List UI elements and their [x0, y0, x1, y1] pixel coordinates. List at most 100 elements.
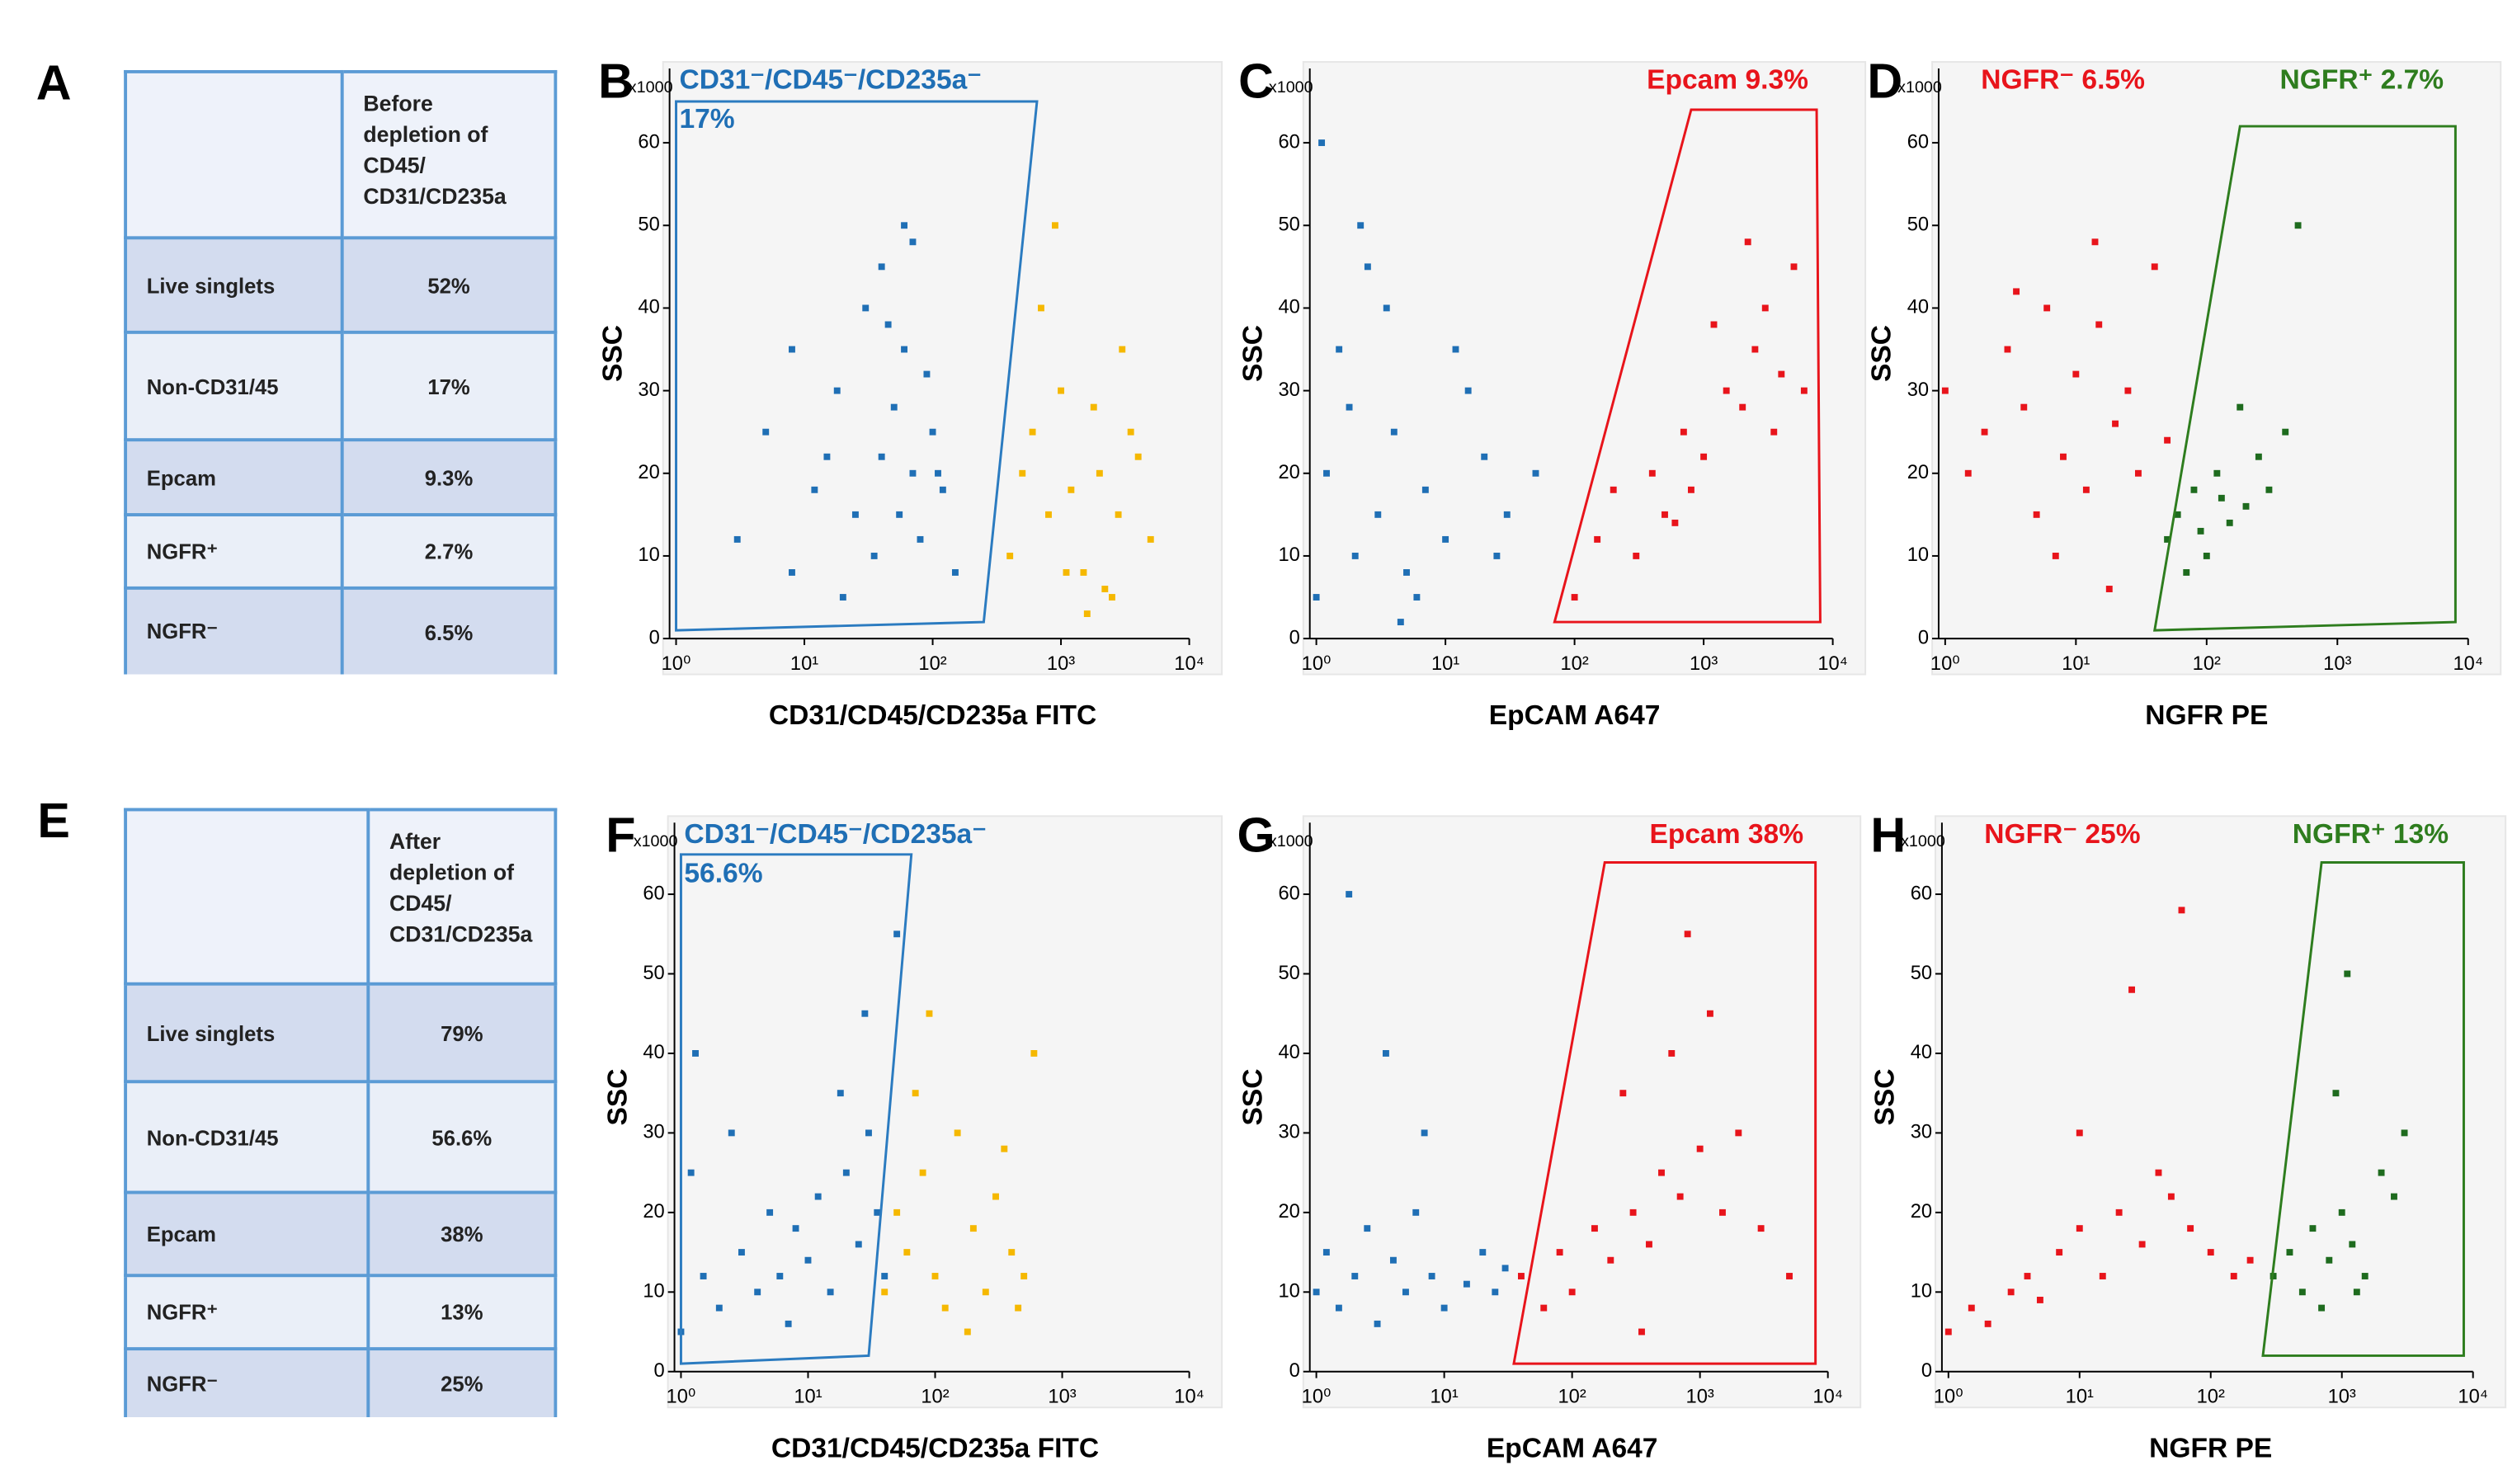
data-point	[1481, 453, 1488, 460]
y-tick-label: 30	[643, 1122, 664, 1143]
x-tick-label: 10³	[1686, 1387, 1714, 1408]
data-point	[1318, 139, 1326, 147]
y-tick-label: 50	[1278, 963, 1299, 984]
data-point	[839, 594, 846, 601]
data-point	[1323, 469, 1330, 477]
row-value: 38%	[366, 1190, 558, 1278]
data-point	[1346, 403, 1353, 411]
data-point	[893, 930, 901, 938]
data-point	[917, 535, 924, 543]
data-point	[1591, 1225, 1598, 1232]
data-point	[2151, 263, 2158, 271]
data-point	[1357, 222, 1365, 229]
data-point	[2128, 986, 2135, 993]
data-point	[2242, 502, 2250, 510]
y-tick-label: 30	[1911, 1122, 1932, 1143]
data-point	[1090, 403, 1097, 411]
data-point	[792, 1225, 799, 1232]
data-point	[789, 346, 795, 353]
data-point	[874, 1208, 881, 1216]
annotation: NGFR⁺ 2.7%	[2280, 65, 2444, 96]
data-point	[1944, 1328, 1952, 1336]
data-point	[827, 1288, 834, 1296]
data-point	[2167, 1193, 2175, 1200]
data-point	[1006, 552, 1014, 559]
panel-letter: G	[1237, 808, 1275, 863]
data-point	[1108, 594, 1115, 601]
data-point	[1646, 1241, 1652, 1248]
data-point	[2203, 552, 2210, 559]
data-point	[2036, 1296, 2043, 1303]
data-point	[1147, 535, 1154, 543]
data-point	[1761, 304, 1769, 312]
row-label: Non-CD31/45	[124, 330, 344, 442]
data-point	[728, 1129, 735, 1137]
data-point	[1351, 1273, 1359, 1279]
data-point	[715, 1304, 723, 1312]
table-row: NGFR⁺ 2.7%	[124, 513, 558, 590]
data-point	[2332, 1090, 2340, 1097]
data-point	[1421, 1129, 1428, 1137]
data-point	[1479, 1249, 1487, 1256]
data-point	[1403, 569, 1410, 576]
data-point	[1442, 535, 1449, 543]
data-point	[2178, 907, 2185, 914]
row-label: NGFR⁺	[124, 513, 344, 590]
data-point	[1610, 486, 1617, 493]
y-tick-label: 50	[1911, 963, 1932, 984]
data-point	[870, 552, 878, 559]
panel-letter: H	[1870, 808, 1906, 863]
y-tick-label: 60	[1278, 883, 1299, 904]
data-point	[964, 1328, 971, 1336]
data-point	[1383, 304, 1390, 312]
data-point	[1364, 1225, 1371, 1232]
data-point	[692, 1050, 699, 1057]
empty-cell	[124, 808, 370, 986]
data-point	[1744, 238, 1751, 246]
y-tick-label: 60	[1278, 131, 1299, 153]
data-point	[1723, 387, 1730, 394]
data-point	[1364, 263, 1371, 271]
data-point	[1038, 304, 1044, 312]
x-tick-label: 10¹	[2066, 1387, 2094, 1408]
data-point	[1374, 1320, 1381, 1327]
data-point	[2174, 511, 2181, 518]
data-point	[2024, 1273, 2031, 1279]
x-tick-label: 10⁴	[1174, 653, 1204, 675]
panel-letter: A	[36, 54, 72, 110]
data-point	[954, 1129, 961, 1137]
x-tick-label: 10¹	[794, 1387, 822, 1408]
y-tick-label: 40	[643, 1042, 664, 1063]
data-point	[1700, 453, 1708, 460]
data-point	[2246, 1256, 2254, 1264]
data-point	[1134, 453, 1142, 460]
table-row: NGFR⁻ 25%	[124, 1347, 558, 1418]
y-tick-label: 30	[1907, 379, 1929, 401]
y-tick-label: 60	[638, 131, 659, 153]
x-axis-label: EpCAM A647	[1487, 1433, 1658, 1463]
y-axis-label: SSC	[1237, 1068, 1268, 1125]
data-point	[1984, 1320, 1991, 1327]
data-point	[1068, 486, 1075, 493]
x-tick-label: 10³	[1047, 653, 1075, 675]
y-axis-label: SSC	[1870, 1068, 1901, 1125]
data-point	[861, 1010, 869, 1017]
data-point	[2155, 1169, 2162, 1176]
panel-letter: E	[37, 793, 70, 848]
x-tick-label: 10¹	[2062, 653, 2090, 675]
data-point	[1684, 930, 1691, 938]
plot-background	[662, 61, 1223, 676]
data-point	[1413, 594, 1421, 601]
x-tick-label: 10⁰	[667, 1387, 696, 1408]
data-point	[2265, 486, 2273, 493]
y-tick-label: 60	[1907, 131, 1929, 153]
y-tick-label: 40	[1907, 297, 1929, 318]
data-point	[2056, 1249, 2063, 1256]
data-point	[2076, 1129, 2083, 1137]
data-point	[2361, 1273, 2369, 1279]
data-point	[929, 428, 936, 436]
data-point	[2164, 535, 2171, 543]
data-point	[1778, 370, 1785, 378]
y-tick-label: 0	[654, 1360, 665, 1382]
